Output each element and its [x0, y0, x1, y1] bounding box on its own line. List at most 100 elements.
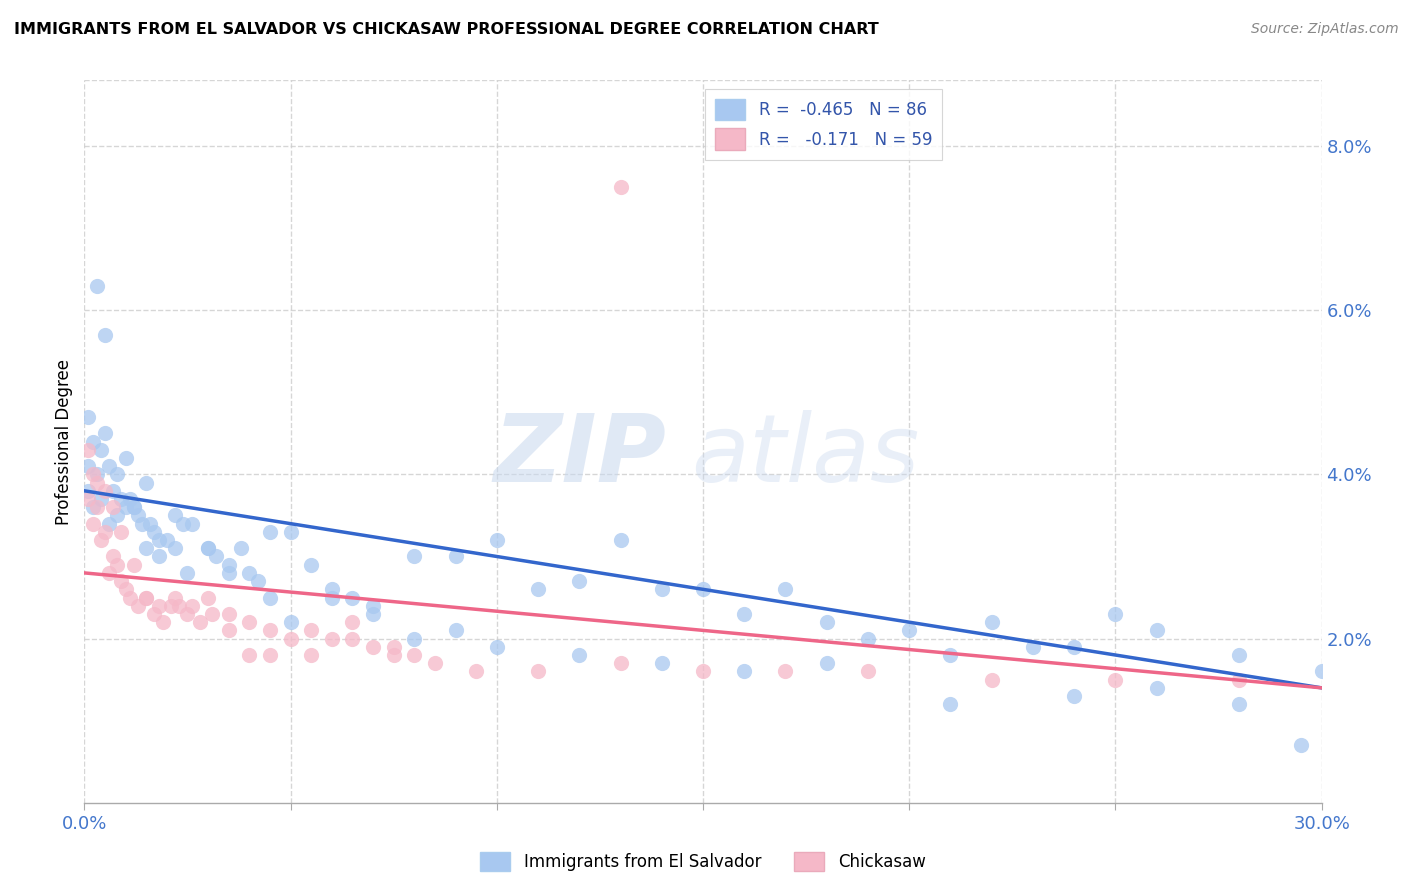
Point: [165, 591, 187, 605]
Point: [1063, 689, 1085, 703]
Point: [527, 582, 550, 597]
Point: [280, 615, 302, 630]
Point: [299, 558, 322, 572]
Point: [485, 640, 508, 654]
Point: [568, 574, 591, 588]
Point: [118, 491, 141, 506]
Point: [980, 615, 1002, 630]
Point: [110, 574, 132, 588]
Point: [361, 599, 384, 613]
Point: [1227, 673, 1250, 687]
Point: [238, 648, 260, 662]
Point: [82, 434, 104, 449]
Point: [103, 549, 125, 564]
Point: [815, 657, 838, 671]
Point: [197, 591, 219, 605]
Point: [98, 516, 121, 531]
Point: [86, 500, 108, 515]
Point: [131, 516, 153, 531]
Point: [939, 698, 962, 712]
Point: [1227, 648, 1250, 662]
Point: [382, 640, 405, 654]
Point: [299, 648, 322, 662]
Point: [127, 599, 149, 613]
Point: [342, 632, 364, 646]
Point: [980, 673, 1002, 687]
Y-axis label: Professional Degree: Professional Degree: [55, 359, 73, 524]
Point: [1289, 739, 1312, 753]
Point: [197, 541, 219, 556]
Point: [939, 648, 962, 662]
Point: [444, 624, 467, 638]
Point: [382, 648, 405, 662]
Point: [423, 657, 446, 671]
Point: [180, 516, 202, 531]
Point: [135, 475, 157, 490]
Point: [114, 582, 136, 597]
Point: [218, 624, 240, 638]
Point: [218, 607, 240, 621]
Point: [90, 491, 112, 506]
Legend: R =  -0.465   N = 86, R =   -0.171   N = 59: R = -0.465 N = 86, R = -0.171 N = 59: [706, 88, 942, 160]
Point: [361, 640, 384, 654]
Text: IMMIGRANTS FROM EL SALVADOR VS CHICKASAW PROFESSIONAL DEGREE CORRELATION CHART: IMMIGRANTS FROM EL SALVADOR VS CHICKASAW…: [14, 22, 879, 37]
Point: [176, 607, 198, 621]
Point: [775, 582, 797, 597]
Point: [156, 533, 179, 547]
Point: [321, 582, 343, 597]
Point: [90, 533, 112, 547]
Point: [485, 533, 508, 547]
Point: [90, 442, 112, 457]
Point: [568, 648, 591, 662]
Point: [238, 566, 260, 580]
Text: atlas: atlas: [690, 410, 920, 501]
Point: [733, 607, 755, 621]
Point: [82, 500, 104, 515]
Point: [122, 500, 145, 515]
Point: [692, 582, 714, 597]
Legend: Immigrants from El Salvador, Chickasaw: Immigrants from El Salvador, Chickasaw: [472, 843, 934, 880]
Point: [77, 409, 100, 424]
Point: [86, 475, 108, 490]
Point: [165, 508, 187, 523]
Point: [609, 657, 631, 671]
Point: [1227, 698, 1250, 712]
Point: [176, 566, 198, 580]
Point: [98, 566, 121, 580]
Point: [105, 508, 128, 523]
Point: [148, 533, 170, 547]
Point: [321, 591, 343, 605]
Point: [98, 459, 121, 474]
Point: [143, 607, 166, 621]
Point: [122, 500, 145, 515]
Point: [259, 591, 281, 605]
Point: [651, 582, 673, 597]
Point: [280, 632, 302, 646]
Point: [205, 549, 228, 564]
Point: [259, 648, 281, 662]
Point: [167, 599, 190, 613]
Point: [1104, 607, 1126, 621]
Point: [127, 508, 149, 523]
Point: [94, 524, 117, 539]
Point: [815, 615, 838, 630]
Point: [77, 442, 100, 457]
Point: [180, 599, 202, 613]
Point: [733, 665, 755, 679]
Text: ZIP: ZIP: [494, 410, 666, 502]
Point: [404, 648, 426, 662]
Point: [609, 180, 631, 194]
Point: [238, 615, 260, 630]
Point: [110, 491, 132, 506]
Point: [77, 459, 100, 474]
Point: [135, 591, 157, 605]
Point: [94, 426, 117, 441]
Point: [1022, 640, 1045, 654]
Point: [775, 665, 797, 679]
Point: [280, 524, 302, 539]
Point: [1104, 673, 1126, 687]
Point: [135, 591, 157, 605]
Point: [103, 500, 125, 515]
Point: [856, 665, 879, 679]
Point: [82, 516, 104, 531]
